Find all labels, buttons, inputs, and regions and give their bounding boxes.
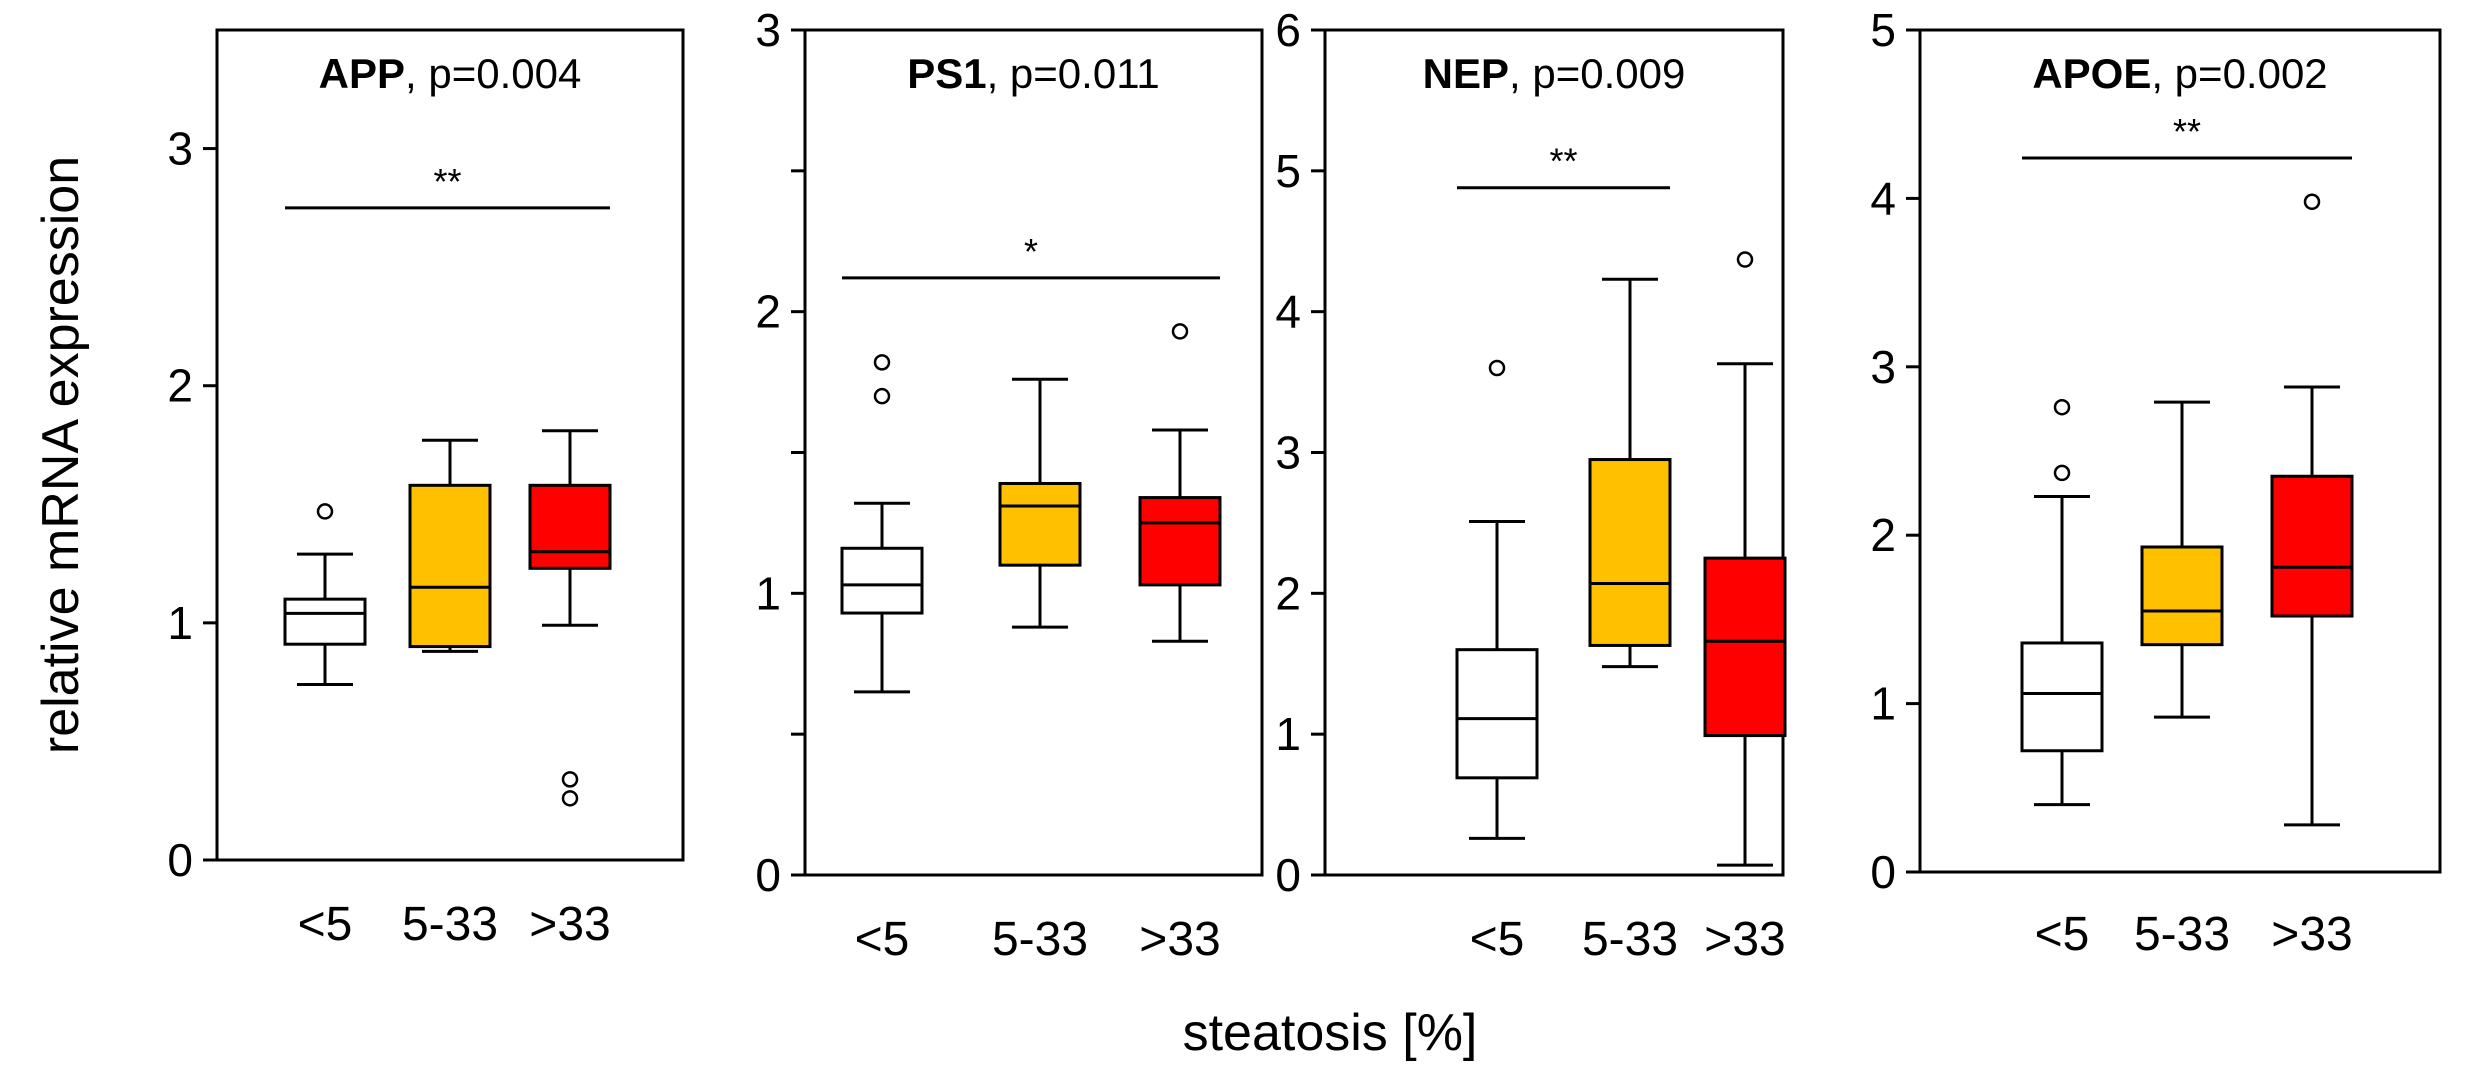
- panel-p-value: , p=0.009: [1509, 50, 1685, 97]
- panel-p-value: , p=0.002: [2151, 50, 2327, 97]
- y-tick-label: 2: [167, 360, 193, 412]
- significance-label: *: [1024, 231, 1038, 272]
- y-tick-label: 2: [1870, 509, 1896, 561]
- y-tick-label: 1: [1275, 708, 1301, 760]
- x-category-label: >33: [2271, 908, 2352, 961]
- x-category-label: <5: [2035, 908, 2090, 961]
- plot-frame: [215, 28, 685, 862]
- outlier-point: [316, 503, 334, 520]
- x-category-label: >33: [1139, 913, 1220, 966]
- outlier-point: [873, 354, 891, 371]
- panel-nep: 0 1 2 3 4 5 6 NEP, p=0.009 <5 5-33 >33 **: [1275, 4, 1787, 966]
- significance-label: **: [1549, 141, 1577, 182]
- x-category-label: >33: [529, 898, 610, 951]
- x-axis-title: steatosis [%]: [1183, 1004, 1478, 1062]
- panel-gene-name: APP: [319, 50, 405, 97]
- panel-title: APP, p=0.004: [319, 50, 582, 97]
- box-high: [528, 429, 612, 807]
- outlier-point: [2053, 464, 2071, 482]
- box-mid: [2140, 400, 2224, 719]
- panel-ps1: 0 1 2 3 PS1, p=0.011 <5 5-33 >33 *: [755, 4, 1264, 966]
- outlier-point: [1488, 359, 1506, 377]
- panel-gene-name: NEP: [1423, 50, 1509, 97]
- box-mid: [408, 438, 492, 653]
- y-tick-label: 3: [755, 4, 781, 56]
- y-tick-label: 5: [1275, 145, 1301, 197]
- box-low: [840, 354, 924, 694]
- panel-title: APOE, p=0.002: [2032, 50, 2327, 97]
- iqr-box: [1455, 648, 1539, 780]
- panel-title: NEP, p=0.009: [1423, 50, 1686, 97]
- y-tick-label: 3: [167, 123, 193, 175]
- iqr-box: [1138, 496, 1222, 587]
- y-tick-label: 2: [755, 286, 781, 338]
- iqr-box: [283, 597, 367, 646]
- y-tick-label: 0: [167, 834, 193, 886]
- y-tick-label: 0: [755, 849, 781, 901]
- outlier-point: [873, 387, 891, 405]
- iqr-box: [1703, 556, 1787, 738]
- y-tick-label: 1: [755, 567, 781, 619]
- box-high: [1703, 251, 1787, 867]
- box-low: [1455, 359, 1539, 840]
- outlier-point: [2053, 398, 2071, 416]
- outlier-point: [561, 771, 579, 788]
- y-tick-label: 2: [1275, 567, 1301, 619]
- iqr-box: [1588, 458, 1672, 647]
- box-mid: [1588, 277, 1672, 669]
- iqr-box: [2140, 545, 2224, 647]
- panel-title: PS1, p=0.011: [907, 50, 1160, 97]
- y-tick-label: 3: [1275, 427, 1301, 479]
- plot-frame: [1918, 28, 2442, 874]
- outlier-point: [1171, 323, 1189, 340]
- panel-p-value: , p=0.011: [987, 50, 1160, 97]
- panel-gene-name: PS1: [907, 50, 986, 97]
- iqr-box: [998, 481, 1082, 567]
- panel-app: 0 1 2 3 APP, p=0.004 <5 5-33 >33 **: [167, 28, 685, 951]
- x-category-label: <5: [298, 898, 353, 951]
- x-category-label: 5-33: [1582, 913, 1678, 966]
- x-category-label: 5-33: [2134, 908, 2230, 961]
- iqr-box: [2020, 641, 2104, 753]
- outlier-point: [1736, 251, 1754, 268]
- x-category-label: 5-33: [992, 913, 1088, 966]
- x-category-label: <5: [855, 913, 910, 966]
- box-low: [2020, 398, 2104, 807]
- iqr-box: [528, 483, 612, 570]
- box-high: [1138, 323, 1222, 643]
- plot-frame: [803, 28, 1264, 877]
- y-tick-label: 6: [1275, 4, 1301, 56]
- box-high: [2270, 193, 2354, 827]
- significance-label: **: [433, 161, 461, 202]
- iqr-box: [2270, 474, 2354, 618]
- panel-apoe: 0 1 2 3 4 5 APOE, p=0.002 <5 5-33 >33 **: [1870, 4, 2442, 961]
- x-category-label: <5: [1470, 913, 1525, 966]
- y-axis-title: relative mRNA expression: [32, 156, 90, 754]
- y-tick-label: 4: [1275, 286, 1301, 338]
- x-category-label: 5-33: [402, 898, 498, 951]
- outlier-point: [2303, 193, 2321, 211]
- outlier-point: [561, 790, 579, 807]
- y-tick-label: 5: [1870, 4, 1896, 56]
- y-tick-label: 4: [1870, 172, 1896, 224]
- box-mid: [998, 377, 1082, 629]
- x-category-label: >33: [1704, 913, 1785, 966]
- panel-p-value: , p=0.004: [405, 50, 581, 97]
- y-tick-label: 0: [1870, 846, 1896, 898]
- iqr-box: [840, 546, 924, 615]
- y-tick-label: 1: [167, 597, 193, 649]
- box-low: [283, 503, 367, 687]
- y-tick-label: 0: [1275, 849, 1301, 901]
- y-tick-label: 3: [1870, 341, 1896, 393]
- iqr-box: [408, 483, 492, 649]
- significance-label: **: [2173, 111, 2201, 152]
- panel-gene-name: APOE: [2032, 50, 2151, 97]
- y-tick-label: 1: [1870, 678, 1896, 730]
